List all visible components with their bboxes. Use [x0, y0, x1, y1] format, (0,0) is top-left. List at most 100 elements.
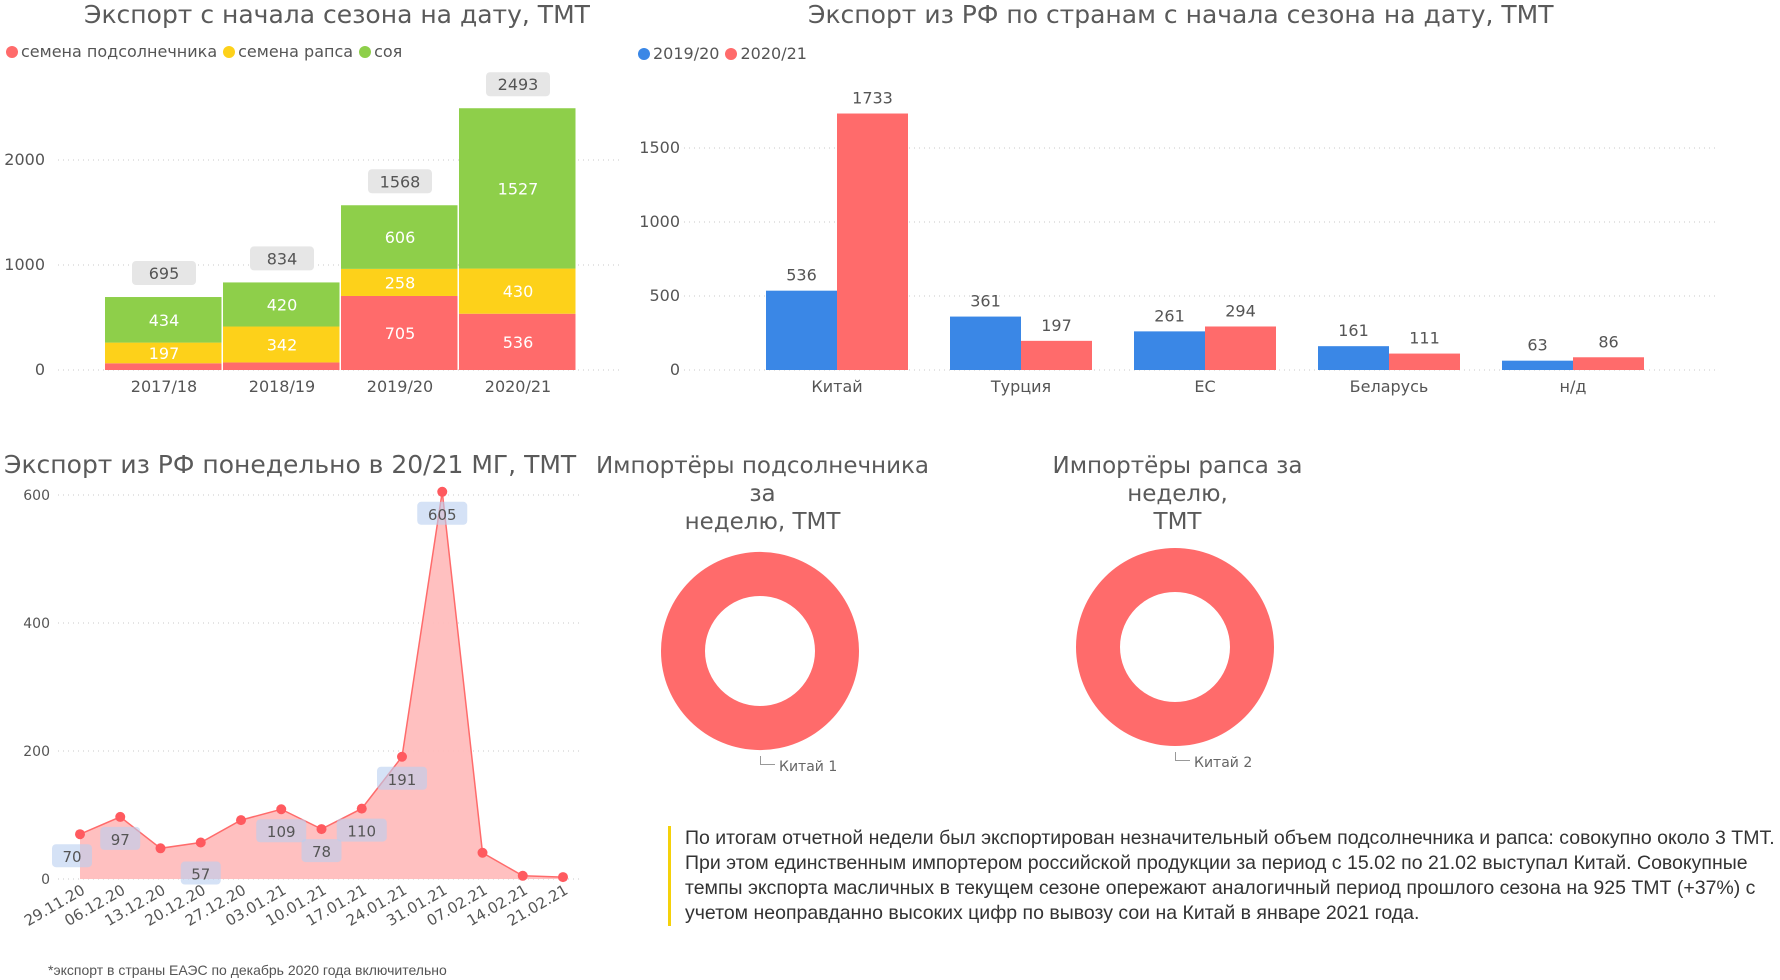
- weekly-data-point: [75, 829, 85, 840]
- season-bar-segment: [105, 363, 222, 370]
- countries-bar: [1502, 360, 1573, 370]
- season-bar-segment: [223, 326, 340, 363]
- season-segment-label: 420: [267, 295, 298, 314]
- series-2019-dot-icon: [638, 47, 650, 60]
- weekly-data-point: [195, 837, 206, 848]
- countries-bar: [950, 316, 1021, 370]
- season-total-badge: [250, 246, 314, 271]
- season-bar-segment: [341, 205, 458, 269]
- rapeseed-donut-label: Китай 2: [1175, 752, 1252, 771]
- legend-item-sunflower[interactable]: семена подсолнечника: [6, 42, 217, 61]
- countries-xtick-label: Турция: [990, 377, 1051, 396]
- season-bar-segment: [459, 268, 576, 314]
- countries-bar: [1134, 331, 1205, 370]
- season-segment-label: 536: [503, 333, 534, 352]
- season-xtick-label: 2018/19: [249, 377, 315, 396]
- countries-xtick-label: н/д: [1560, 377, 1587, 396]
- callout-line: [1175, 752, 1190, 761]
- weekly-label-badge: [52, 844, 92, 868]
- weekly-data-point: [517, 870, 528, 881]
- season-segment-label: 1527: [498, 179, 539, 198]
- season-bar-segment: [341, 295, 458, 370]
- sunflower-dot-icon: [6, 45, 18, 58]
- weekly-value-label: 57: [191, 866, 210, 884]
- season-total-label: 695: [149, 264, 180, 283]
- season-bar-segment: [459, 313, 576, 370]
- countries-bar: [1205, 326, 1276, 370]
- season-segment-label: 342: [267, 335, 298, 354]
- rapeseed-importers-title-line1: Импортёры рапса за неделю,: [1052, 453, 1303, 507]
- countries-value-label: 111: [1409, 329, 1440, 348]
- donut-label-text: Китай 2: [1194, 755, 1253, 771]
- countries-value-label: 161: [1338, 321, 1369, 340]
- weekly-label-badge: [301, 839, 342, 863]
- countries-ytick-label: 0: [670, 360, 680, 379]
- countries-xtick-label: Беларусь: [1350, 377, 1429, 396]
- weekly-label-badge: [417, 501, 468, 525]
- countries-value-label: 197: [1041, 316, 1072, 335]
- weekly-label-badge: [100, 826, 141, 850]
- season-bar-segment: [341, 268, 458, 296]
- season-segment-label: 258: [385, 273, 416, 292]
- sunflower-donut-label: Китай 1: [760, 756, 837, 775]
- season-bar-segment: [223, 362, 340, 370]
- weekly-data-point: [356, 803, 367, 814]
- legend-item-2020-21[interactable]: 2020/21: [725, 44, 807, 63]
- legend-label: семена подсолнечника: [21, 42, 218, 61]
- legend-label: семена рапса: [238, 42, 354, 61]
- countries-xtick-label: Китай: [811, 377, 862, 396]
- weekly-data-point: [236, 815, 246, 826]
- season-total-badge: [368, 169, 432, 194]
- countries-bar: [1021, 340, 1092, 370]
- countries-bar: [766, 290, 837, 370]
- legend-label: соя: [374, 42, 403, 61]
- rapeseed-importers-title-line2: ТМТ: [1153, 509, 1202, 535]
- weekly-label-badge: [377, 766, 427, 790]
- season-total-badge: [486, 72, 550, 97]
- season-segment-label: 197: [149, 344, 180, 363]
- legend-label: 2019/20: [653, 44, 720, 63]
- season-ytick-label: 1000: [4, 255, 45, 274]
- weekly-area-fill: [80, 491, 563, 879]
- series-2020-dot-icon: [725, 47, 738, 60]
- countries-value-label: 261: [1154, 306, 1185, 325]
- countries-value-label: 1733: [852, 89, 893, 108]
- weekly-data-point: [477, 847, 488, 858]
- weekly-label-badge: [336, 818, 387, 842]
- season-total-badge: [132, 261, 196, 286]
- weekly-value-label: 97: [111, 831, 130, 849]
- season-segment-label: 705: [385, 324, 416, 343]
- weekly-data-point: [316, 824, 327, 835]
- countries-chart-title: Экспорт из РФ по странам с начала сезона…: [808, 0, 1554, 29]
- countries-value-label: 86: [1598, 332, 1618, 351]
- season-segment-label: 606: [385, 228, 416, 247]
- weekly-ytick-label: 0: [41, 872, 50, 888]
- weekly-value-label: 109: [267, 823, 296, 841]
- season-ytick-label: 2000: [4, 150, 45, 169]
- countries-bar: [1389, 353, 1460, 370]
- season-legend: семена подсолнечника семена рапса соя: [6, 42, 408, 61]
- season-xtick-label: 2019/20: [367, 377, 433, 396]
- season-segment-label: 430: [503, 282, 534, 301]
- countries-value-label: 63: [1527, 336, 1547, 355]
- season-xtick-label: 2017/18: [131, 377, 197, 396]
- weekly-ytick-label: 400: [23, 616, 50, 632]
- season-segment-label: 434: [149, 311, 180, 330]
- legend-label: 2020/21: [740, 44, 807, 63]
- weekly-data-point: [397, 751, 407, 762]
- weekly-label-badge: [256, 819, 307, 843]
- legend-item-soy[interactable]: соя: [359, 42, 402, 61]
- season-ytick-label: 0: [35, 360, 45, 379]
- legend-item-2019-20[interactable]: 2019/20: [638, 44, 719, 63]
- countries-value-label: 294: [1225, 301, 1256, 320]
- weekly-ytick-label: 200: [23, 744, 50, 760]
- legend-item-rapeseed[interactable]: семена рапса: [223, 42, 353, 61]
- rapeseed-importers-title: Импортёры рапса за неделю, ТМТ: [1000, 452, 1355, 536]
- weekly-value-label: 70: [62, 848, 81, 866]
- weekly-chart-title: Экспорт из РФ понедельно в 20/21 МГ, ТМТ: [4, 450, 577, 479]
- weekly-data-point: [437, 486, 448, 497]
- donut-label-text: Китай 1: [779, 759, 838, 775]
- callout-line: [760, 756, 775, 765]
- countries-value-label: 536: [786, 266, 817, 285]
